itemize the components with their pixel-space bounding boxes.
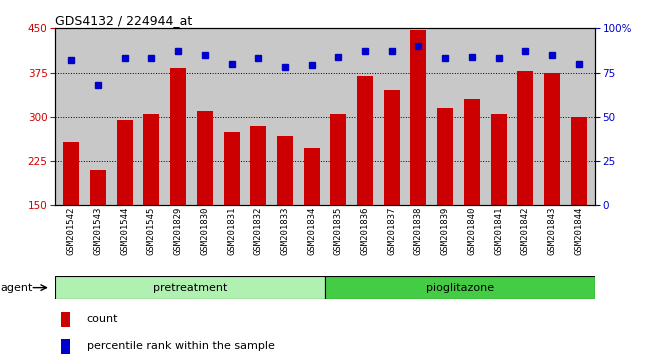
Text: GSM201839: GSM201839 — [441, 207, 450, 255]
Text: GSM201831: GSM201831 — [227, 207, 236, 255]
Text: GSM201829: GSM201829 — [174, 207, 183, 255]
Text: GSM201832: GSM201832 — [254, 207, 263, 255]
Bar — [170, 68, 186, 205]
Text: GSM201544: GSM201544 — [120, 207, 129, 255]
Text: GDS4132 / 224944_at: GDS4132 / 224944_at — [55, 14, 192, 27]
Bar — [325, 276, 595, 299]
Text: GSM201842: GSM201842 — [521, 207, 530, 255]
Bar — [571, 117, 587, 205]
Text: agent: agent — [0, 282, 32, 293]
Text: GSM201841: GSM201841 — [494, 207, 503, 255]
Text: GSM201844: GSM201844 — [574, 207, 583, 255]
Text: GSM201843: GSM201843 — [547, 207, 556, 255]
Bar — [224, 132, 240, 205]
Bar — [55, 276, 325, 299]
Bar — [304, 148, 320, 205]
Bar — [60, 339, 70, 354]
Text: GSM201834: GSM201834 — [307, 207, 316, 255]
Bar — [90, 170, 106, 205]
Bar — [464, 99, 480, 205]
Text: pretreatment: pretreatment — [153, 282, 228, 293]
Bar — [384, 90, 400, 205]
Bar — [330, 114, 346, 205]
Bar — [63, 142, 79, 205]
Bar — [544, 73, 560, 205]
Text: percentile rank within the sample: percentile rank within the sample — [86, 341, 274, 351]
Bar — [277, 136, 293, 205]
Text: GSM201833: GSM201833 — [280, 207, 289, 255]
Text: GSM201838: GSM201838 — [414, 207, 423, 255]
Text: GSM201545: GSM201545 — [147, 207, 156, 255]
Bar — [410, 29, 426, 205]
Text: GSM201837: GSM201837 — [387, 207, 396, 255]
Bar — [144, 114, 159, 205]
Bar — [117, 120, 133, 205]
Bar — [517, 72, 533, 205]
Bar — [250, 126, 266, 205]
Bar — [491, 114, 506, 205]
Text: GSM201543: GSM201543 — [94, 207, 103, 255]
Text: GSM201542: GSM201542 — [67, 207, 76, 255]
Text: pioglitazone: pioglitazone — [426, 282, 494, 293]
Text: GSM201830: GSM201830 — [200, 207, 209, 255]
Bar — [357, 75, 373, 205]
Bar — [437, 108, 453, 205]
Bar — [60, 312, 70, 327]
Text: GSM201835: GSM201835 — [334, 207, 343, 255]
Text: count: count — [86, 314, 118, 324]
Bar — [197, 111, 213, 205]
Text: GSM201840: GSM201840 — [467, 207, 476, 255]
Text: GSM201836: GSM201836 — [361, 207, 370, 255]
